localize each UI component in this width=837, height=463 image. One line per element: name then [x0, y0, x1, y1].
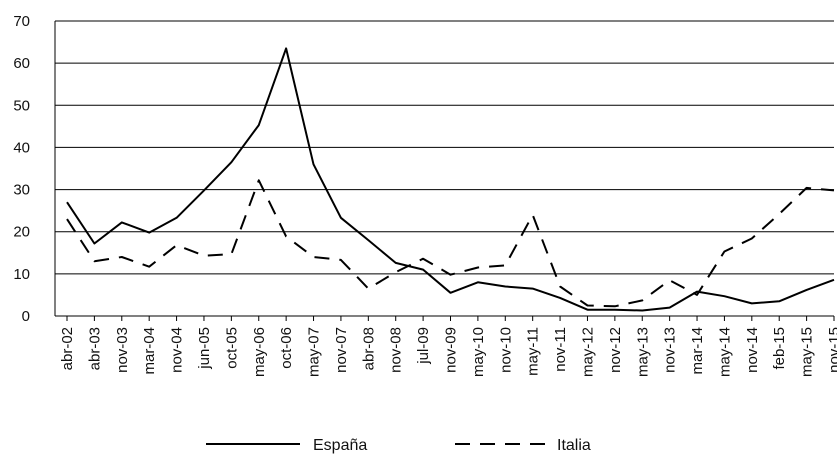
x-tick-label: jun-05 [196, 327, 213, 370]
legend: España Italia [206, 437, 591, 454]
legend-label-1: España [313, 437, 367, 454]
x-tick-label: jul-09 [415, 327, 432, 365]
legend-label-2: Italia [557, 437, 591, 454]
x-tick-label: nov-09 [443, 327, 460, 373]
x-tick-label: nov-03 [114, 327, 131, 373]
x-tick-label: nov-04 [169, 327, 186, 373]
x-tick-label: may-15 [799, 327, 816, 377]
x-tick-label: nov-13 [662, 327, 679, 373]
x-tick-label: may-12 [579, 327, 596, 377]
x-tick-label: mar-14 [689, 327, 706, 375]
y-tick-label: 60 [13, 55, 30, 72]
x-tick-labels: abr-02 abr-03 nov-03 mar-04 nov-04 jun-05 oct-… [59, 327, 837, 377]
series-line-2 [66, 179, 835, 308]
x-tick-label: may-14 [716, 327, 733, 377]
x-tick-label: oct-06 [278, 327, 295, 369]
x-tick-label: may-06 [251, 327, 268, 377]
x-tick-label: nov-07 [333, 327, 350, 373]
y-tick-label: 70 [13, 13, 30, 30]
y-tick-label: 10 [13, 266, 30, 283]
x-tick-label: oct-05 [223, 327, 240, 369]
x-tick-label: nov-10 [497, 327, 514, 373]
x-tick-label: may-07 [306, 327, 323, 377]
x-tick-label: may-11 [525, 327, 542, 376]
x-tick-label: may-10 [470, 327, 487, 377]
x-tick-label: abr-08 [360, 327, 377, 370]
x-tick-label: abr-03 [86, 327, 103, 370]
x-tick-label: nov-15 [826, 327, 837, 373]
x-tick-label: nov-12 [607, 327, 624, 373]
series-line-1 [66, 47, 835, 312]
y-tick-label: 40 [13, 139, 30, 156]
y-tick-label: 0 [22, 308, 30, 325]
y-tick-label: 50 [13, 97, 30, 114]
y-tick-label: 20 [13, 224, 30, 241]
series-lines [66, 47, 835, 312]
x-tick-label: nov-08 [388, 327, 405, 373]
y-tick-label: 30 [13, 182, 30, 199]
axes [54, 21, 835, 321]
y-tick-labels: 0 10 20 30 40 50 60 70 [13, 13, 30, 325]
x-tick-label: may-13 [634, 327, 651, 377]
gridlines [55, 20, 834, 275]
x-tick-label: abr-02 [59, 327, 76, 370]
x-tick-label: nov-14 [744, 327, 761, 373]
x-tick-label: mar-04 [141, 327, 158, 375]
x-tick-label: feb-15 [771, 327, 788, 370]
x-tick-label: nov-11 [552, 327, 569, 372]
